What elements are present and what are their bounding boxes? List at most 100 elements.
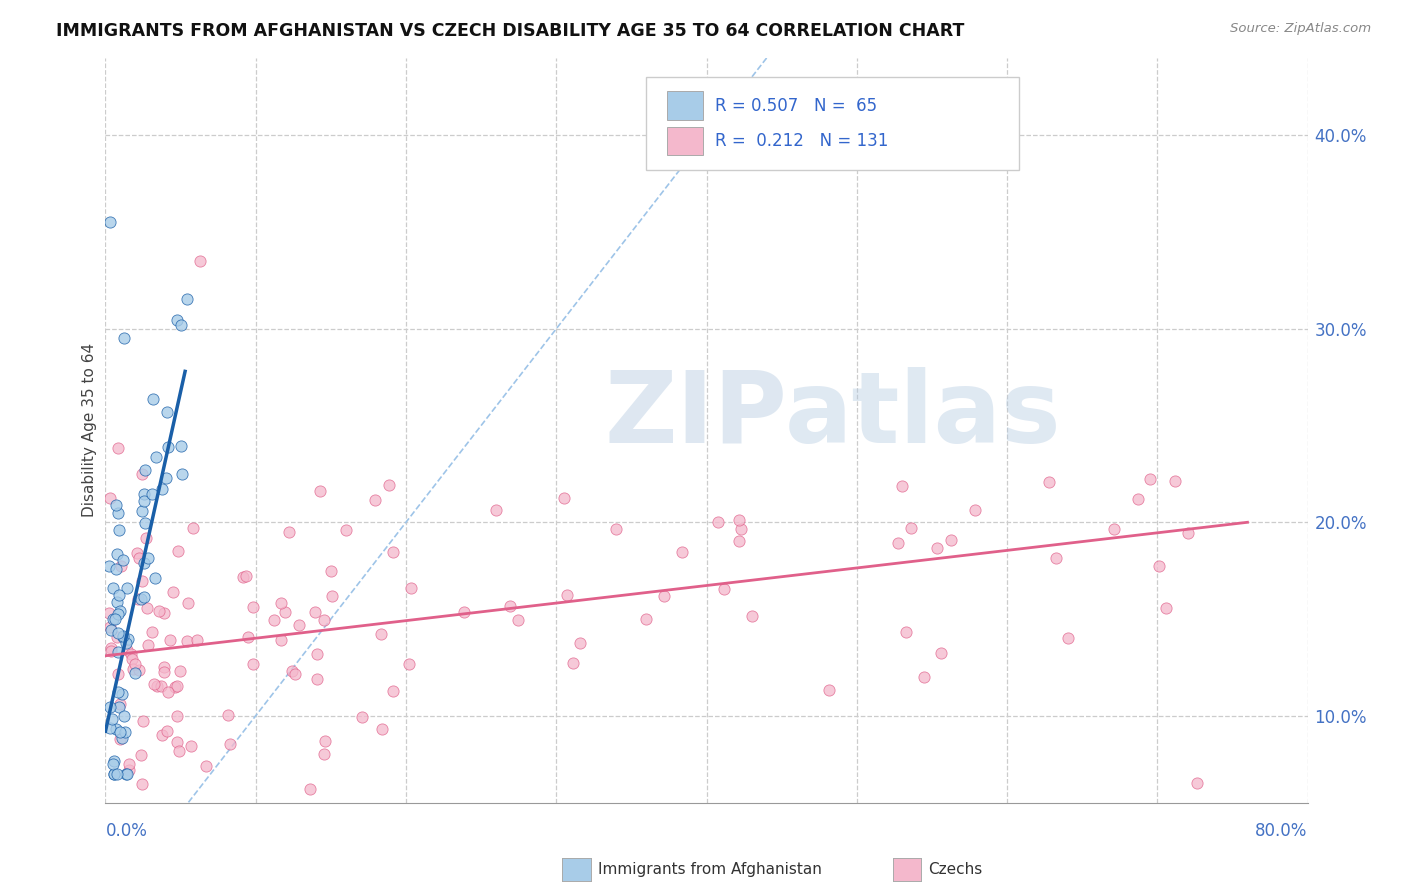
Point [98,491,121,506]
Point [890,479,912,493]
Point [166,735,188,749]
Point [104,612,127,626]
Point [263,613,285,627]
Point [110,559,132,574]
Point [176,633,198,648]
Point [605,522,627,536]
Point [350,710,373,724]
Point [131,504,153,518]
Point [115,581,138,595]
Point [499,599,522,613]
Point [238,631,260,645]
Point [120,648,142,662]
Point [97,606,120,620]
Point [132,591,155,605]
Point [176,596,198,610]
FancyBboxPatch shape [647,77,1019,169]
Point [894,625,917,640]
Point [135,531,157,545]
Point [364,492,387,507]
Point [219,737,242,751]
Point [965,503,987,517]
Point [167,544,190,558]
Point [121,662,143,676]
Point [900,521,922,535]
Point [553,491,575,505]
Point [1149,559,1171,574]
Point [107,523,129,537]
Point [188,254,211,268]
Point [124,657,146,671]
Text: ZIP: ZIP [605,367,787,464]
Point [112,708,135,723]
Point [277,524,299,539]
Point [127,546,149,560]
Point [104,498,127,512]
Point [107,645,129,659]
Point [195,759,218,773]
Point [153,665,176,679]
Point [110,687,132,701]
Point [270,632,292,647]
Point [142,392,165,407]
Point [284,667,307,681]
Point [170,318,193,333]
Point [115,636,138,650]
Point [1126,491,1149,506]
Point [128,663,150,677]
Point [166,680,188,694]
Point [143,572,166,586]
Point [115,766,138,780]
Text: IMMIGRANTS FROM AFGHANISTAN VS CZECH DISABILITY AGE 35 TO 64 CORRELATION CHART: IMMIGRANTS FROM AFGHANISTAN VS CZECH DIS… [56,22,965,40]
Point [309,484,332,499]
Point [370,626,392,640]
Point [166,313,188,327]
Point [132,714,155,728]
Point [98,215,121,229]
Point [1139,472,1161,486]
Point [141,625,163,640]
Point [136,638,159,652]
Point [242,657,264,672]
Point [398,657,420,671]
Point [107,626,129,640]
Point [170,467,193,482]
Point [927,541,949,556]
Point [153,607,176,621]
Point [912,670,935,684]
Point [270,596,292,610]
Point [150,482,173,496]
Point [399,581,422,595]
Point [371,723,394,737]
Point [124,665,146,680]
Point [98,700,121,714]
Point [1164,474,1187,488]
Y-axis label: Disability Age 35 to 64: Disability Age 35 to 64 [82,343,97,517]
Point [321,590,343,604]
Point [111,630,134,644]
Point [150,679,173,693]
Text: 0.0%: 0.0% [105,822,148,840]
Point [117,643,139,657]
Point [105,547,128,561]
Point [555,588,578,602]
Point [107,441,129,455]
Point [101,612,124,626]
Point [108,588,131,602]
Point [100,640,122,655]
Point [117,632,139,646]
Point [1104,522,1126,536]
Point [232,570,254,584]
Point [97,558,120,573]
Point [128,551,150,566]
Point [727,513,749,527]
Point [118,757,141,772]
Point [112,331,135,345]
Point [108,725,131,739]
Point [1045,551,1067,566]
Point [131,467,153,481]
Point [1154,601,1177,615]
Text: atlas: atlas [785,367,1062,464]
Text: Czechs: Czechs [928,863,983,877]
Point [335,524,357,538]
